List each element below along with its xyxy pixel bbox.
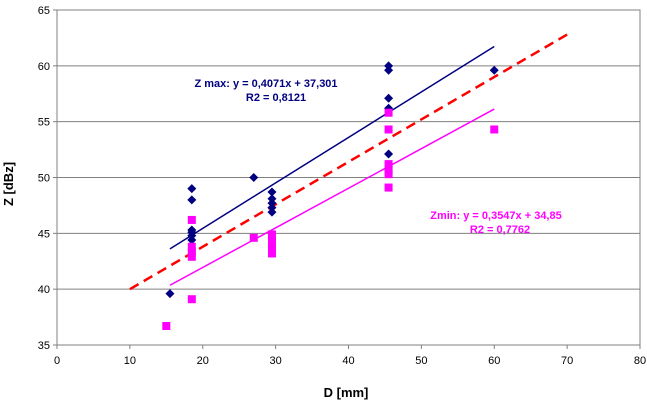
square-point <box>384 108 393 117</box>
diamond-point <box>187 195 197 205</box>
square-point <box>187 252 196 261</box>
grid <box>57 9 640 346</box>
y-tick-label: 65 <box>38 5 50 17</box>
x-tick-labels: 0 10 20 30 40 50 60 70 80 <box>54 345 646 367</box>
x-tick-label: 50 <box>415 355 427 367</box>
x-axis-title: D [mm] <box>324 385 369 400</box>
x-tick-label: 20 <box>197 355 209 367</box>
y-axis-title: Z [dBz] <box>1 162 16 206</box>
x-tick-label: 70 <box>561 355 573 367</box>
diamond-point <box>187 184 197 194</box>
square-point <box>490 125 499 134</box>
square-point <box>267 249 276 258</box>
diamond-point <box>384 149 394 159</box>
square-point <box>384 183 393 192</box>
y-tick-label: 55 <box>38 117 50 129</box>
diamond-point <box>249 173 259 182</box>
y-tick-label: 60 <box>38 61 50 73</box>
diamond-point <box>384 93 394 103</box>
fit-line <box>169 45 495 250</box>
zmin-r2-label: R2 = 0,7762 <box>470 224 530 236</box>
square-point <box>267 241 276 250</box>
zmax-equation-label: Z max: y = 0,4071x + 37,301 <box>194 78 337 90</box>
data-points <box>162 61 499 331</box>
y-tick-label: 45 <box>38 228 50 240</box>
square-point <box>384 160 393 169</box>
trend-lines <box>129 33 568 291</box>
square-point <box>384 170 393 179</box>
x-tick-label: 30 <box>270 355 282 367</box>
diamond-point <box>267 207 277 217</box>
square-point <box>187 215 196 224</box>
square-point <box>187 248 196 257</box>
square-point <box>384 165 393 174</box>
x-tick-label: 0 <box>54 355 60 367</box>
y-tick-label: 50 <box>38 173 50 185</box>
y-tick-label: 35 <box>38 340 50 352</box>
x-tick-label: 80 <box>634 355 646 367</box>
y-tick-labels: 35 40 45 50 55 60 65 <box>38 5 57 352</box>
diamond-point <box>187 235 197 245</box>
square-point <box>384 125 393 134</box>
square-point <box>267 233 276 242</box>
diamond-point <box>384 65 394 75</box>
reference-line <box>129 33 568 291</box>
square-point <box>249 233 258 242</box>
zmax-r2-label: R2 = 0,8121 <box>246 92 306 104</box>
fit-line <box>169 108 495 286</box>
x-tick-label: 60 <box>488 355 500 367</box>
zmin-equation-label: Zmin: y = 0,3547x + 34,85 <box>430 210 561 222</box>
square-point <box>187 242 196 251</box>
square-point <box>162 322 171 331</box>
diamond-point <box>267 187 277 197</box>
diamond-point <box>489 65 499 75</box>
square-point <box>187 295 196 304</box>
x-tick-label: 10 <box>124 355 136 367</box>
x-tick-label: 40 <box>342 355 354 367</box>
y-tick-label: 40 <box>38 284 50 296</box>
diamond-point <box>165 289 175 299</box>
